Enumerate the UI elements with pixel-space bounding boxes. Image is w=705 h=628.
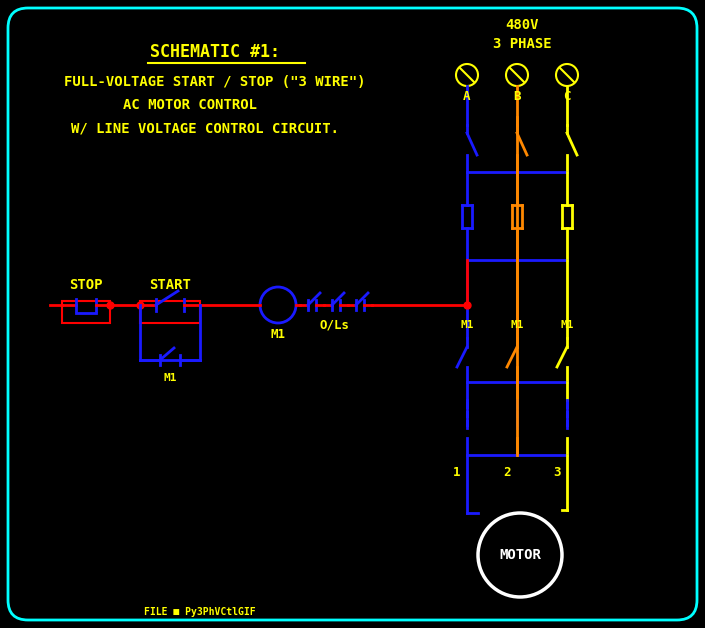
Text: 3: 3 (553, 465, 560, 479)
Text: M1: M1 (271, 328, 286, 342)
Text: AC MOTOR CONTROL: AC MOTOR CONTROL (123, 98, 257, 112)
Text: 3 PHASE: 3 PHASE (493, 37, 551, 51)
Text: 480V: 480V (505, 18, 539, 32)
Text: STOP: STOP (69, 278, 103, 292)
Text: MOTOR: MOTOR (499, 548, 541, 562)
Text: FILE ■ Py3PhVCtlGIF: FILE ■ Py3PhVCtlGIF (145, 607, 256, 617)
Text: A: A (463, 90, 471, 102)
Text: FULL-VOLTAGE START / STOP ("3 WIRE"): FULL-VOLTAGE START / STOP ("3 WIRE") (64, 75, 366, 89)
Text: W/ LINE VOLTAGE CONTROL CIRCUIT.: W/ LINE VOLTAGE CONTROL CIRCUIT. (71, 121, 339, 135)
Text: M1: M1 (460, 320, 474, 330)
Text: 1: 1 (453, 465, 461, 479)
Text: M1: M1 (164, 373, 177, 383)
Text: SCHEMATIC #1:: SCHEMATIC #1: (150, 43, 280, 61)
Text: O/Ls: O/Ls (319, 318, 349, 332)
Text: START: START (149, 278, 191, 292)
Text: M1: M1 (560, 320, 574, 330)
Text: C: C (563, 90, 571, 102)
Text: 2: 2 (503, 465, 510, 479)
Text: B: B (513, 90, 521, 102)
Text: M1: M1 (510, 320, 524, 330)
